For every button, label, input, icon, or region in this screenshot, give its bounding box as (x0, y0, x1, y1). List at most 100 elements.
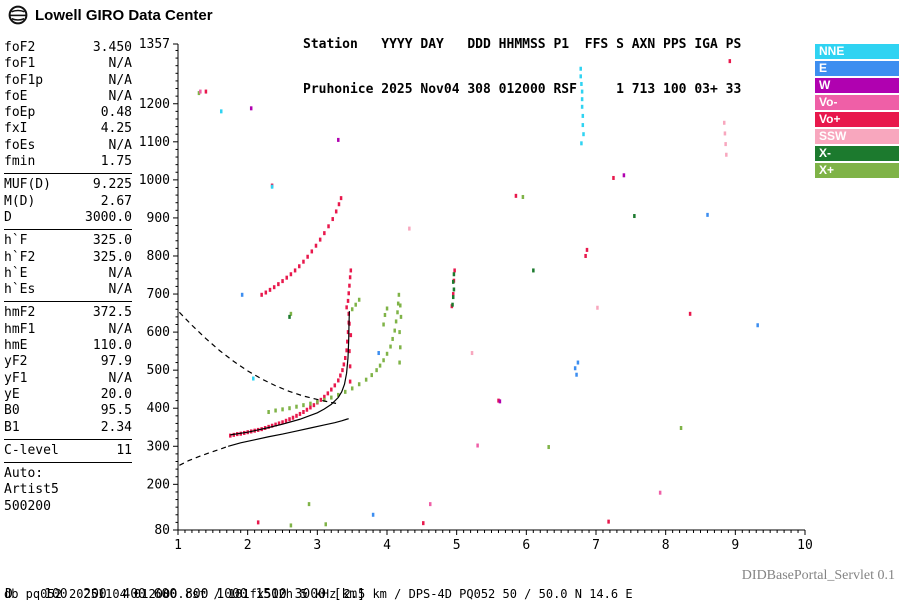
header-column-labels: Station YYYY DAY DDD HHMMSS P1 FFS S AXN… (303, 37, 742, 52)
echo-dot (371, 512, 375, 517)
param-row-hmE: hmE 110.0 (4, 338, 132, 354)
echo-dot (310, 249, 314, 254)
profile-bottomside-line (228, 418, 349, 447)
param-row-B1: B1 2.34 (4, 420, 132, 436)
param-row-MUF(D): MUF(D) 9.225 (4, 177, 132, 193)
echo-dot (346, 330, 350, 335)
echo-series-E (240, 212, 759, 517)
param-label: foF1p (4, 72, 44, 88)
echo-dot (354, 302, 357, 307)
echo-dot (219, 109, 223, 114)
echo-dot (580, 89, 584, 94)
echo-dot (399, 303, 402, 308)
echo-dot (334, 209, 338, 214)
echo-dot (398, 330, 401, 335)
x-tick-label: 1 (174, 538, 182, 553)
param-value: N/A (108, 370, 132, 386)
echo-dot (342, 362, 346, 367)
echo-dot (277, 421, 281, 426)
echo-dot (318, 237, 322, 242)
y-tick-label: 900 (147, 211, 170, 226)
param-row-C-level: C-level 11 (4, 443, 132, 459)
param-label: foEs (4, 137, 36, 153)
x-tick-label: 2 (244, 538, 252, 553)
echo-dot (596, 305, 599, 310)
echo-dot (397, 292, 401, 297)
echo-dot (398, 360, 401, 365)
echo-dot (612, 175, 615, 180)
echo-dot (382, 322, 385, 327)
param-row-yF1: yF1 N/A (4, 371, 132, 387)
param-row-h`F2: h`F2 325.0 (4, 250, 132, 266)
echo-series-X+ (197, 91, 683, 528)
echo-dot (348, 275, 352, 280)
param-group: MUF(D) 9.225 M(D) 2.67 D 3000.0 (4, 177, 132, 231)
y-tick-label: 1357 (139, 38, 170, 52)
echo-dot (452, 287, 456, 292)
param-group: foF2 3.450 foF1 N/A foF1p N/A foE N/A foEp 0.48 fx… (4, 40, 132, 175)
echo-dot (281, 407, 284, 412)
brand: Lowell GIRO Data Center (8, 5, 213, 25)
legend-item-E: E (815, 61, 899, 76)
echo-dot (341, 368, 344, 373)
echo-dot (345, 305, 348, 310)
echo-dot (575, 372, 578, 377)
param-label: D (4, 209, 12, 225)
echo-dot (725, 152, 728, 157)
param-label: h`Es (4, 282, 36, 298)
echo-dot (302, 259, 305, 264)
echo-dot (580, 141, 583, 146)
echo-dot (314, 243, 318, 248)
x-tick-label: 9 (731, 538, 739, 553)
echo-dot (337, 392, 340, 397)
y-tick-label: 500 (147, 363, 170, 378)
otrace-fit-line (230, 311, 350, 436)
echo-dot (252, 376, 255, 381)
echo-series-NNE (219, 66, 585, 381)
echo-dot (706, 212, 709, 217)
echo-dot (288, 314, 291, 319)
echo-dot (451, 292, 455, 297)
echo-dot (428, 502, 432, 507)
echo-dot (547, 445, 550, 450)
echo-dot (582, 132, 585, 137)
echo-dot (337, 202, 341, 207)
echo-dot (385, 351, 389, 356)
header-station-values: Pruhonice 2025 Nov04 308 012000 RSF 1 71… (303, 82, 742, 97)
echo-dot (633, 214, 636, 219)
y-tick-label: 700 (147, 287, 170, 302)
auto-label: Auto: (4, 466, 44, 482)
param-row-M(D): M(D) 2.67 (4, 194, 132, 210)
echo-dot (451, 295, 455, 300)
echo-dot (344, 355, 347, 360)
param-group: h`F 325.0 h`F2 325.0 h`E N/A h`Es N/A (4, 233, 132, 303)
echo-dot (408, 226, 411, 231)
echo-dot (267, 410, 270, 415)
echo-dot (382, 358, 385, 363)
param-row-D: D 3000.0 (4, 210, 132, 226)
echo-dot (580, 97, 584, 102)
echo-dot (309, 405, 312, 410)
echo-dot (521, 194, 525, 199)
echo-dot (497, 398, 500, 403)
echo-dot (293, 268, 297, 273)
echo-dot (289, 523, 293, 528)
echo-dot (330, 395, 333, 400)
echo-dot (264, 290, 268, 295)
param-label: h`F2 (4, 249, 36, 265)
echo-dot (580, 81, 583, 86)
echo-dot (240, 292, 244, 297)
param-value: N/A (108, 72, 132, 88)
echo-dot (452, 272, 456, 277)
legend-item-X-: X- (815, 146, 899, 161)
echo-dot (346, 339, 349, 344)
param-row-fxI: fxI 4.25 (4, 121, 132, 137)
param-group: C-level 11 (4, 443, 132, 464)
echo-dot (323, 231, 326, 236)
param-value: 11 (116, 442, 132, 458)
echo-dot (298, 264, 301, 269)
param-value: N/A (108, 137, 132, 153)
echo-dot (579, 66, 582, 71)
echo-dot (323, 397, 326, 402)
echo-dot (581, 123, 585, 128)
